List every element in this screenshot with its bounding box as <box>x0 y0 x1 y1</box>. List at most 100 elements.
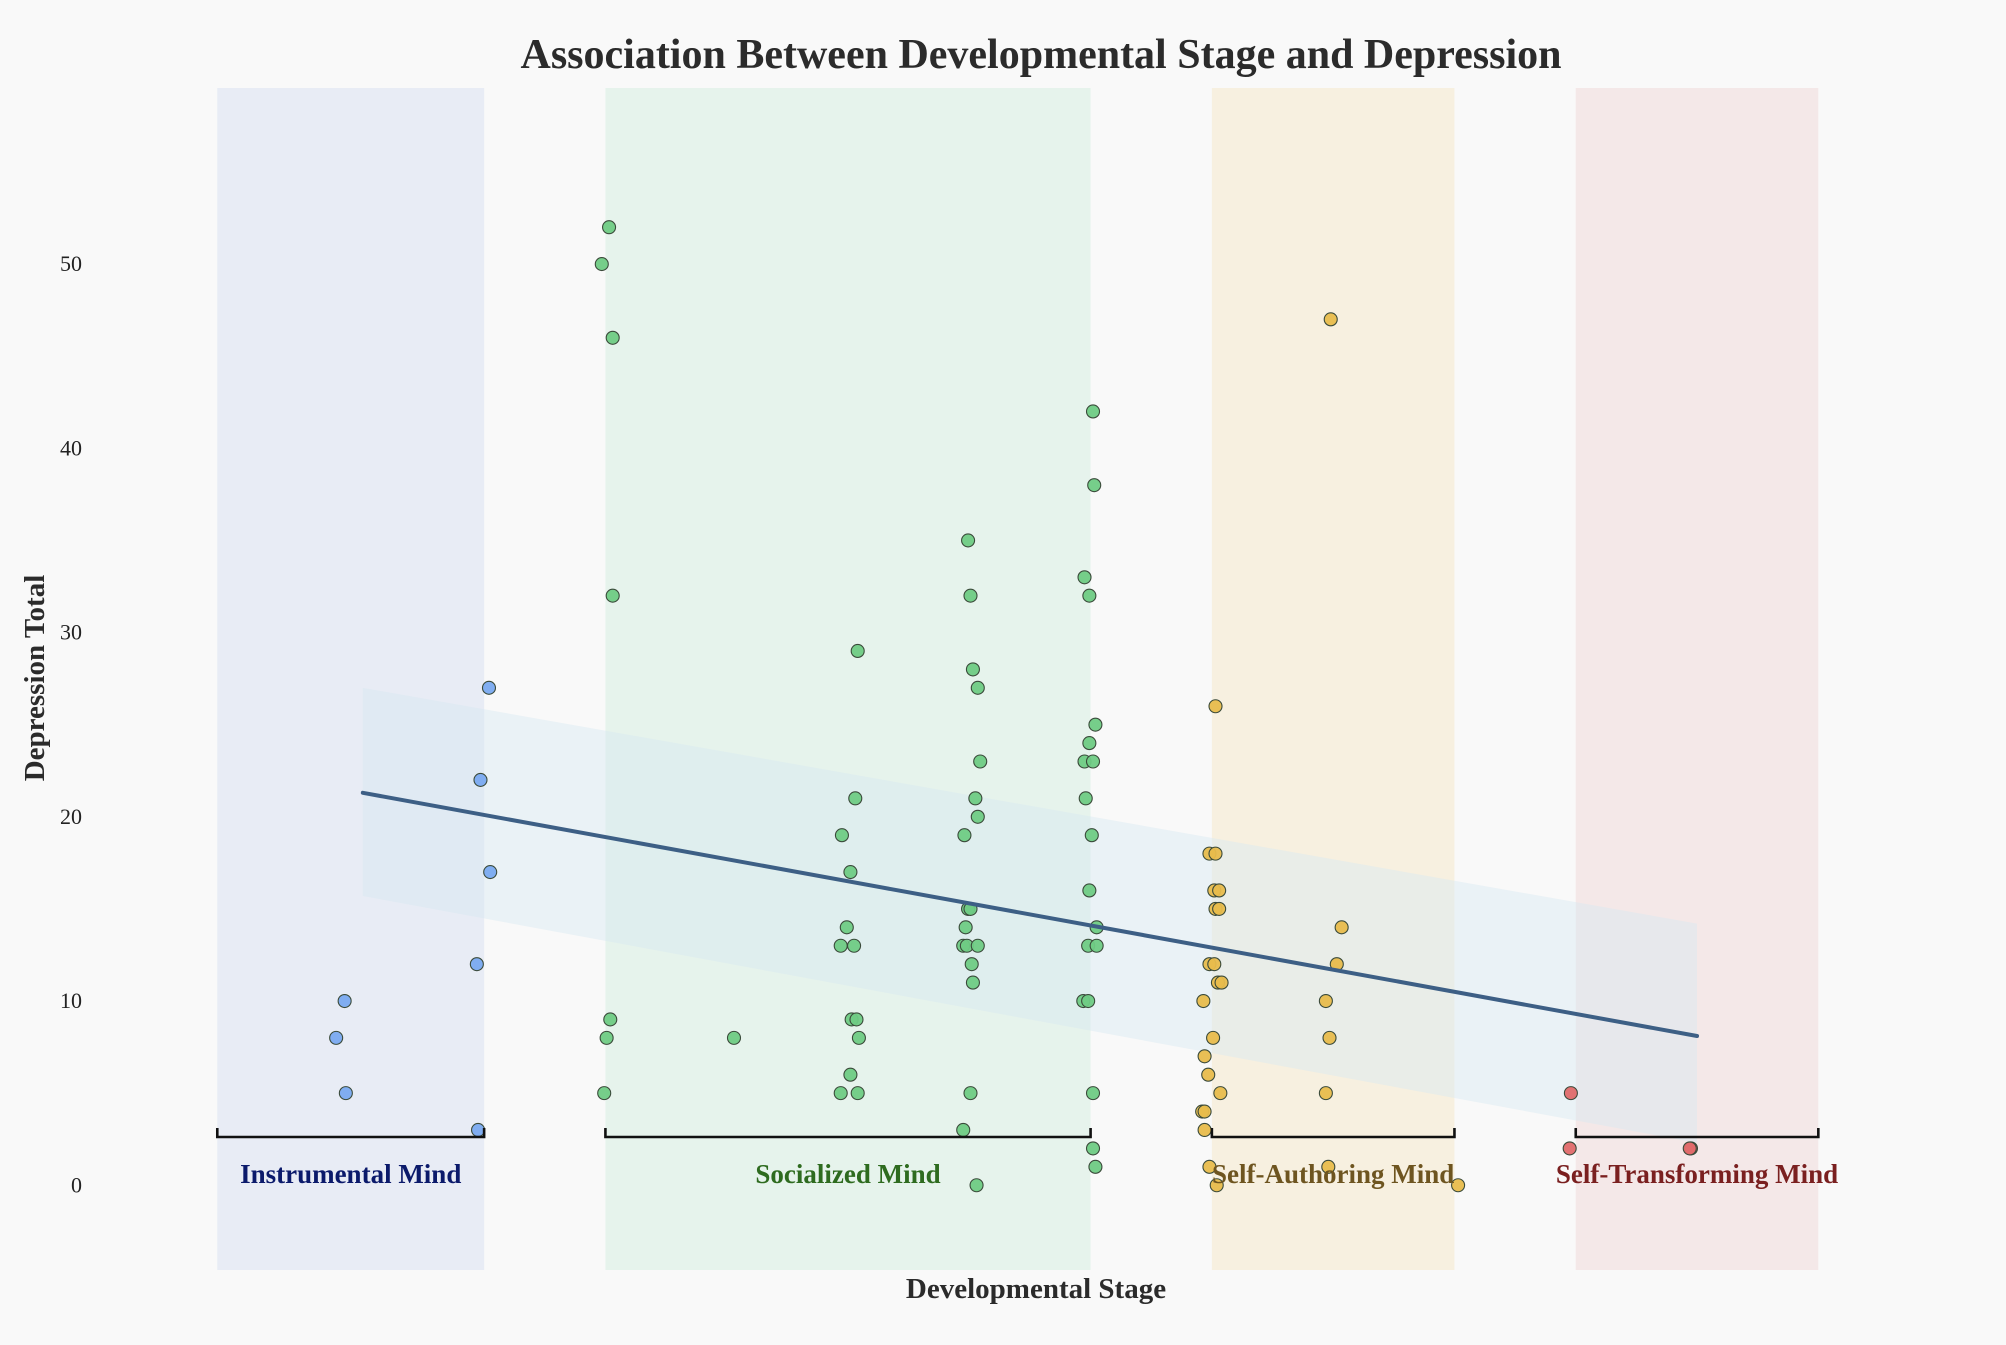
regression-line <box>360 790 1700 1039</box>
chart-title: Association Between Developmental Stage … <box>520 32 1561 78</box>
y-tick-label: 10 <box>60 988 82 1013</box>
stage-label-socialized-mind: Socialized Mind <box>755 1159 940 1189</box>
data-point <box>337 993 352 1009</box>
data-point <box>970 680 985 695</box>
bracket-instrumental-mind <box>215 1128 486 1139</box>
data-point <box>605 330 620 345</box>
y-tick-label: 50 <box>60 251 82 276</box>
data-point <box>1082 588 1097 603</box>
data-point <box>1197 1049 1212 1064</box>
data-point <box>1201 1067 1216 1082</box>
series-self-transforming-mind <box>1562 1086 1699 1156</box>
data-point <box>1212 901 1227 916</box>
data-point <box>1078 791 1093 806</box>
data-point <box>965 975 980 990</box>
data-point <box>1318 1086 1333 1101</box>
data-point <box>594 257 609 272</box>
data-point <box>850 1086 865 1101</box>
data-point <box>968 791 983 806</box>
stage-bands <box>217 88 1819 1270</box>
data-point <box>964 957 979 972</box>
data-point <box>1209 1178 1224 1193</box>
data-point <box>469 957 484 972</box>
data-point <box>1087 478 1102 493</box>
data-point <box>969 1178 984 1193</box>
data-point <box>1081 993 1096 1009</box>
data-point <box>1323 312 1338 327</box>
data-point <box>956 1122 971 1138</box>
data-point <box>849 1012 864 1027</box>
data-point <box>1085 404 1101 419</box>
data-point <box>1208 846 1223 861</box>
data-point <box>850 643 865 659</box>
data-point <box>1322 1030 1337 1045</box>
data-point <box>851 1030 866 1045</box>
stage-label-self-authoring-mind: Self-Authoring Mind <box>1212 1159 1454 1189</box>
data-point <box>603 1012 618 1027</box>
regression-line-group <box>360 790 1700 1039</box>
stage-band-socialized-mind <box>605 88 1091 1270</box>
data-point <box>599 1030 614 1045</box>
data-point <box>1318 993 1333 1009</box>
data-point <box>1202 1159 1217 1174</box>
data-point <box>1085 754 1101 769</box>
y-axis-title: Depression Total <box>19 575 51 782</box>
data-point <box>338 1086 353 1101</box>
data-point <box>848 791 863 806</box>
data-point <box>1077 570 1092 585</box>
stage-band-self-transforming-mind <box>1575 88 1819 1270</box>
data-point <box>1082 883 1097 898</box>
data-point <box>843 1067 858 1082</box>
data-point <box>1197 1122 1212 1138</box>
data-point <box>958 920 973 935</box>
data-point <box>1208 699 1223 714</box>
data-point <box>1214 975 1229 990</box>
y-tick-label: 30 <box>60 620 82 645</box>
data-point <box>605 588 620 603</box>
data-point <box>973 754 988 769</box>
data-point <box>471 1122 486 1138</box>
data-point <box>1088 717 1103 732</box>
data-point <box>839 920 854 935</box>
bracket-self-authoring-mind <box>1210 1128 1456 1139</box>
data-point <box>1321 1159 1336 1174</box>
bracket-socialized-mind <box>604 1128 1092 1139</box>
data-point <box>847 938 862 953</box>
data-point <box>843 865 858 880</box>
bracket-self-transforming-mind <box>1574 1128 1820 1139</box>
data-point <box>726 1030 742 1045</box>
data-point <box>1089 938 1104 953</box>
y-axis: 0 10 20 30 40 50 <box>60 251 82 1197</box>
data-point <box>834 828 849 843</box>
data-point <box>833 1086 848 1101</box>
data-point <box>1451 1178 1466 1193</box>
data-point <box>329 1030 344 1045</box>
data-point <box>1334 920 1349 935</box>
data-points <box>329 220 1699 1193</box>
data-point <box>833 938 848 953</box>
data-point <box>597 1086 612 1101</box>
data-point <box>1213 1086 1228 1101</box>
data-point <box>1197 1104 1212 1119</box>
stage-band-instrumental-mind <box>217 88 485 1270</box>
stage-band-self-authoring-mind <box>1211 88 1455 1270</box>
data-point <box>481 680 497 695</box>
data-point <box>970 809 985 824</box>
data-point <box>1085 1086 1101 1101</box>
data-point <box>1085 1141 1101 1156</box>
data-point <box>602 220 617 235</box>
data-point <box>970 938 985 953</box>
data-point <box>1196 993 1211 1009</box>
data-point <box>1212 883 1227 898</box>
data-point <box>963 1086 978 1101</box>
data-point <box>473 772 488 787</box>
data-point <box>1084 828 1099 843</box>
data-point <box>1088 1159 1103 1174</box>
series-instrumental-mind <box>329 680 498 1138</box>
data-point <box>957 828 972 843</box>
data-point <box>1682 1141 1697 1156</box>
data-point <box>483 865 498 880</box>
series-self-authoring-mind <box>1195 312 1466 1193</box>
